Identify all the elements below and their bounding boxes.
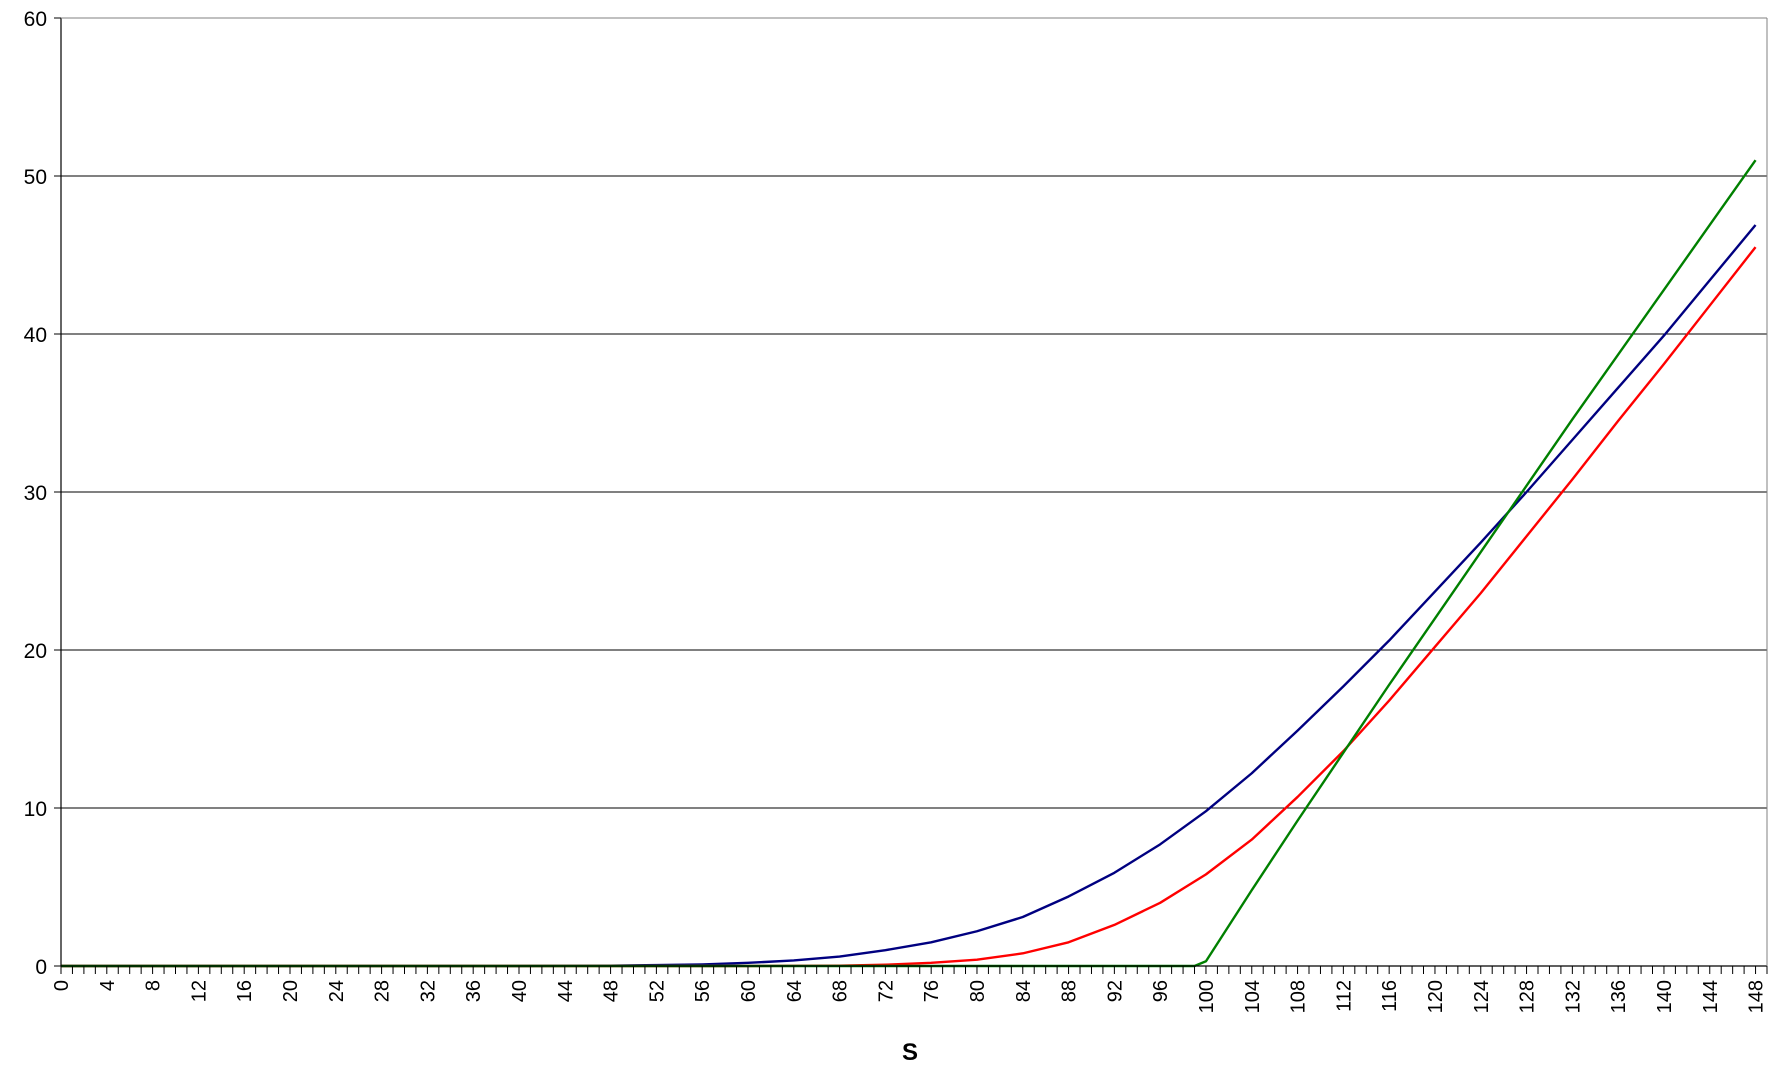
x-tick-label: 104 bbox=[1242, 980, 1264, 1013]
y-tick-label: 10 bbox=[24, 798, 47, 821]
y-tick-label: 50 bbox=[24, 166, 47, 189]
x-tick-label: 16 bbox=[234, 980, 256, 1002]
x-tick-label: 52 bbox=[646, 980, 668, 1002]
x-tick-label: 64 bbox=[784, 980, 806, 1002]
x-tick-label: 132 bbox=[1562, 980, 1584, 1013]
x-tick-label: 100 bbox=[1196, 980, 1218, 1013]
series-line-3 bbox=[61, 159, 1757, 968]
y-tick-label: 0 bbox=[35, 956, 47, 979]
x-tick-label: 108 bbox=[1288, 980, 1310, 1013]
x-tick-label: 84 bbox=[1013, 980, 1035, 1002]
x-tick-label: 56 bbox=[692, 980, 714, 1002]
x-tick-label: 8 bbox=[143, 980, 165, 991]
x-tick-label: 68 bbox=[830, 980, 852, 1002]
x-tick-label: 144 bbox=[1700, 980, 1722, 1013]
y-tick-label: 40 bbox=[24, 324, 47, 347]
x-tick-label: 128 bbox=[1517, 980, 1539, 1013]
x-tick-label: 28 bbox=[372, 980, 394, 1002]
x-tick-label: 96 bbox=[1150, 980, 1172, 1002]
x-tick-label: 20 bbox=[280, 980, 302, 1002]
x-tick-label: 148 bbox=[1746, 980, 1768, 1013]
x-axis-title: S bbox=[902, 1039, 918, 1066]
x-tick-label: 120 bbox=[1425, 980, 1447, 1013]
x-tick-label: 4 bbox=[97, 980, 119, 991]
y-tick-label: 20 bbox=[24, 640, 47, 663]
x-tick-label: 124 bbox=[1471, 980, 1493, 1013]
x-tick-label: 136 bbox=[1608, 980, 1630, 1013]
x-tick-label: 76 bbox=[921, 980, 943, 1002]
x-tick-label: 12 bbox=[188, 980, 210, 1002]
x-tick-label: 92 bbox=[1104, 980, 1126, 1002]
x-tick-label: 44 bbox=[555, 980, 577, 1002]
gridlines bbox=[61, 17, 1767, 809]
series-line-1 bbox=[61, 224, 1757, 968]
x-tick-label: 80 bbox=[967, 980, 989, 1002]
x-tick-label: 24 bbox=[326, 980, 348, 1002]
axes bbox=[54, 17, 1768, 974]
x-tick-label: 40 bbox=[509, 980, 531, 1002]
x-tick-label: 32 bbox=[417, 980, 439, 1002]
series-line-2 bbox=[61, 246, 1757, 968]
x-tick-label: 0 bbox=[51, 980, 73, 991]
x-tick-label: 112 bbox=[1333, 980, 1355, 1012]
series-layer bbox=[61, 159, 1757, 968]
y-tick-label: 60 bbox=[24, 8, 47, 31]
x-tick-label: 116 bbox=[1379, 980, 1401, 1012]
x-tick-label: 60 bbox=[738, 980, 760, 1002]
x-tick-label: 72 bbox=[875, 980, 897, 1002]
x-tick-label: 36 bbox=[463, 980, 485, 1002]
x-tick-label: 140 bbox=[1654, 980, 1676, 1013]
y-tick-label: 30 bbox=[24, 482, 47, 505]
x-tick-label: 88 bbox=[1059, 980, 1081, 1002]
x-tick-label: 48 bbox=[601, 980, 623, 1002]
